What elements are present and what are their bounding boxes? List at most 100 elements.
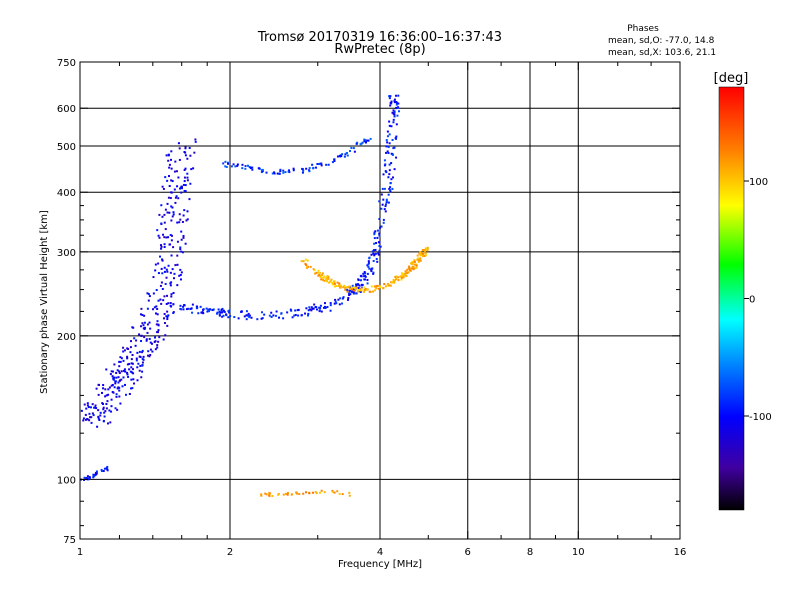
- echo-point: [118, 360, 121, 363]
- echo-point: [370, 267, 373, 270]
- echo-point: [111, 370, 114, 373]
- echo-point: [323, 279, 326, 282]
- echo-point: [353, 290, 356, 293]
- echo-point: [393, 168, 396, 171]
- echo-point: [411, 267, 414, 270]
- echo-point: [388, 284, 391, 287]
- echo-point: [348, 294, 351, 297]
- echo-point: [124, 383, 127, 386]
- echo-point: [227, 310, 230, 313]
- echo-point: [384, 210, 387, 213]
- echo-point: [320, 489, 323, 492]
- echo-point: [294, 309, 297, 312]
- echo-point: [312, 167, 315, 170]
- echo-point: [174, 160, 177, 163]
- echo-point: [115, 395, 118, 398]
- echo-point: [309, 308, 312, 311]
- echo-point: [95, 472, 98, 475]
- echo-point: [147, 299, 150, 302]
- echo-point: [217, 308, 220, 311]
- echo-point: [393, 146, 396, 149]
- echo-point: [387, 146, 390, 149]
- echo-point: [130, 362, 133, 365]
- echo-point: [142, 355, 145, 358]
- echo-point: [155, 305, 158, 308]
- echo-point: [88, 476, 91, 479]
- x-axis-label: Frequency [MHz]: [338, 559, 422, 570]
- echo-point: [136, 351, 139, 354]
- echo-point: [99, 411, 102, 414]
- echo-point: [308, 492, 311, 495]
- echo-point: [165, 302, 168, 305]
- echo-point: [160, 245, 163, 248]
- echo-point: [211, 308, 214, 311]
- echo-point: [358, 284, 361, 287]
- echo-point: [97, 409, 100, 412]
- echo-point: [170, 179, 173, 182]
- echo-point: [157, 324, 160, 327]
- echo-point: [250, 316, 253, 319]
- echo-point: [318, 309, 321, 312]
- echo-point: [395, 101, 398, 104]
- echo-point: [264, 492, 267, 495]
- echo-point: [350, 290, 353, 293]
- echo-point: [142, 324, 145, 327]
- echo-point: [186, 172, 189, 175]
- echo-point: [159, 284, 162, 287]
- echo-point: [378, 234, 381, 237]
- echo-point: [330, 278, 333, 281]
- echo-point: [307, 309, 310, 312]
- echo-point: [320, 274, 323, 277]
- echo-point: [90, 421, 93, 424]
- echo-point: [422, 249, 425, 252]
- echo-point: [247, 312, 250, 315]
- echo-point: [329, 309, 332, 312]
- echo-point: [165, 268, 168, 271]
- echo-point: [388, 120, 391, 123]
- echo-point: [108, 409, 111, 412]
- echo-point: [329, 280, 332, 283]
- echo-point: [373, 242, 376, 245]
- echo-point: [140, 340, 143, 343]
- echo-point: [147, 350, 150, 353]
- echo-point: [271, 172, 274, 175]
- echo-point: [375, 284, 378, 287]
- echo-point: [94, 404, 97, 407]
- echo-point: [111, 375, 114, 378]
- echo-point: [222, 162, 225, 165]
- echo-point: [156, 346, 159, 349]
- echo-point: [386, 150, 389, 153]
- echo-point: [338, 303, 341, 306]
- echo-point: [372, 272, 375, 275]
- x-tick-label: 1: [77, 547, 83, 558]
- echo-point: [184, 184, 187, 187]
- echo-point: [363, 140, 366, 143]
- echo-point: [333, 158, 336, 161]
- echo-point: [293, 314, 296, 317]
- y-tick-label: 750: [57, 58, 76, 69]
- echo-point: [386, 130, 389, 133]
- echo-point: [331, 283, 334, 286]
- echo-point: [141, 357, 144, 360]
- echo-point: [164, 282, 167, 285]
- echo-point: [419, 251, 422, 254]
- echo-point: [247, 314, 250, 317]
- echo-point: [349, 288, 352, 291]
- echo-point: [357, 290, 360, 293]
- echo-point: [346, 286, 349, 289]
- echo-point: [114, 407, 117, 410]
- echo-point: [172, 291, 175, 294]
- echo-point: [236, 163, 239, 166]
- echo-point: [360, 288, 363, 291]
- echo-point: [99, 414, 102, 417]
- echo-point: [388, 142, 391, 145]
- echo-point: [169, 271, 172, 274]
- echo-point: [86, 475, 89, 478]
- echo-point: [357, 283, 360, 286]
- echo-point: [156, 313, 159, 316]
- echo-point: [162, 317, 165, 320]
- echo-point: [404, 274, 407, 277]
- y-axis-label: Stationary phase Virtual Height [km]: [39, 210, 50, 394]
- echo-point: [102, 384, 105, 387]
- echo-point: [383, 187, 386, 190]
